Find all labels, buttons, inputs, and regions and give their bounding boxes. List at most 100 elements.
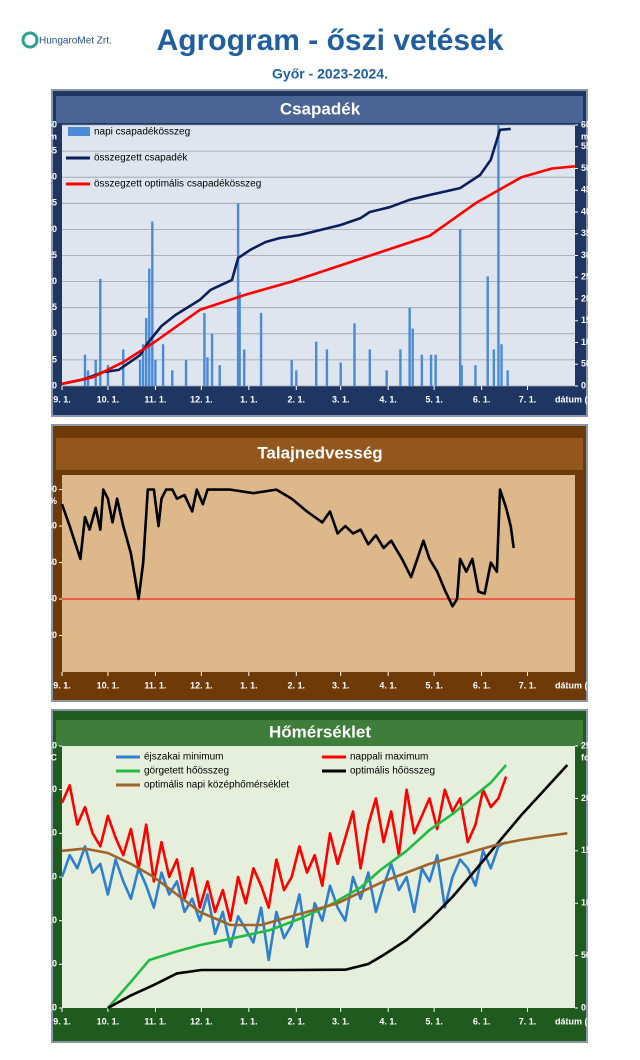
x-tick-label: 10. 1.: [97, 1016, 120, 1026]
bar: [353, 323, 356, 386]
x-tick-label: 12. 1.: [190, 394, 213, 404]
y-tick-label: 30,0: [39, 784, 57, 794]
bar: [368, 349, 371, 386]
bar: [506, 370, 509, 386]
bar: [236, 203, 240, 386]
plot-area: [62, 475, 575, 672]
y-tick-label: 20,0: [39, 828, 57, 838]
y2-tick-label: 1500: [581, 845, 601, 855]
bar: [411, 328, 414, 386]
x-tick-label: 4. 1.: [379, 394, 397, 404]
y2-tick-label: 450: [581, 185, 596, 195]
bar: [141, 344, 145, 386]
bar: [206, 357, 209, 386]
x-tick-label: 11. 1.: [144, 680, 166, 690]
y-tick-label: 5: [52, 354, 57, 364]
x-tick-label: 5. 1.: [425, 394, 443, 404]
y2-tick-label: 2500: [581, 740, 601, 750]
y-tick-label: 0: [52, 380, 57, 390]
y2-tick-label: 0: [581, 380, 586, 390]
logo-icon: [21, 31, 39, 49]
y-tick-label: 35: [47, 198, 57, 208]
data-line: [60, 840, 507, 962]
bar: [161, 344, 165, 386]
y-tick-label: 0,0: [44, 915, 57, 925]
data-line: [107, 764, 569, 1010]
x-tick-label: 5. 1.: [425, 1016, 443, 1026]
page-title: Agrogram - őszi vetések: [157, 24, 504, 57]
y2-tick-label: 500: [581, 163, 596, 173]
bar: [171, 370, 174, 386]
chart-title: Hőmérséklet: [269, 722, 371, 741]
y-tick-label: 10,0: [39, 871, 57, 881]
y2-tick-label: 500: [581, 950, 596, 960]
y-tick-label: 45: [47, 145, 57, 155]
y-tick-label: 100: [42, 484, 57, 494]
data-line: [61, 165, 576, 386]
y-tick-label: 80: [47, 520, 57, 530]
y-tick-label: 40: [47, 172, 57, 182]
x-tick-label: 3. 1.: [332, 394, 350, 404]
x-tick-label: 5. 1.: [425, 680, 443, 690]
bar: [259, 312, 263, 386]
legend-label: összegzett csapadék: [94, 153, 188, 164]
bar: [460, 365, 463, 386]
x-tick-label: 6. 1.: [473, 394, 491, 404]
bar: [94, 359, 97, 386]
y-tick-label: 10: [47, 328, 57, 338]
x-tick-label: 4. 1.: [379, 680, 397, 690]
bar: [408, 307, 411, 386]
x-tick-label: 11. 1.: [144, 1016, 166, 1026]
bar: [385, 370, 388, 386]
y-tick-label: 30: [47, 224, 57, 234]
x-axis-label: dátum (hó.nap): [555, 1016, 620, 1026]
bar: [474, 365, 477, 386]
plot-area: [62, 746, 575, 1008]
y2-axis-label: foknap: [581, 752, 611, 762]
y-tick-label: 40,0: [39, 740, 57, 750]
bar: [210, 333, 214, 386]
panel-header: [56, 438, 583, 470]
x-tick-label: 1. 1.: [240, 1016, 258, 1026]
legend-label: görgetett hőösszeg: [144, 766, 229, 777]
bar: [399, 349, 402, 386]
y2-tick-label: 550: [581, 141, 596, 151]
bar: [492, 349, 496, 386]
x-tick-label: 10. 1.: [97, 394, 120, 404]
bar: [148, 268, 151, 386]
bar: [151, 221, 154, 386]
y2-tick-label: 200: [581, 293, 596, 303]
bar: [497, 125, 500, 386]
x-tick-label: 1. 1.: [240, 394, 258, 404]
y2-tick-label: 1000: [581, 898, 601, 908]
y2-tick-label: 150: [581, 315, 596, 325]
y2-tick-label: 0: [581, 1002, 586, 1012]
x-tick-label: 2. 1.: [288, 1016, 306, 1026]
y-tick-label: 20: [47, 276, 57, 286]
bar: [203, 312, 206, 386]
x-tick-label: 3. 1.: [332, 680, 350, 690]
bar: [99, 278, 102, 386]
bar: [290, 359, 293, 386]
y2-tick-label: 400: [581, 206, 596, 216]
legend-swatch: [68, 127, 90, 136]
bar: [325, 349, 329, 386]
data-line: [60, 776, 508, 922]
x-axis-label: dátum (hó.nap): [555, 394, 620, 404]
y2-tick-label: 50: [581, 359, 591, 369]
x-tick-label: 9. 1.: [53, 680, 71, 690]
bar: [138, 359, 142, 386]
x-tick-label: 9. 1.: [53, 394, 71, 404]
bar: [429, 354, 433, 386]
bar: [434, 354, 437, 386]
bar: [486, 276, 489, 386]
x-tick-label: 4. 1.: [379, 1016, 397, 1026]
y2-tick-label: 100: [581, 337, 596, 347]
x-tick-label: 12. 1.: [190, 1016, 213, 1026]
chart-title: Csapadék: [280, 99, 361, 118]
y-tick-label: 60: [47, 557, 57, 567]
y-tick-label: 25: [47, 250, 57, 260]
bar: [145, 318, 148, 386]
y-tick-label: -10,0: [36, 959, 57, 969]
